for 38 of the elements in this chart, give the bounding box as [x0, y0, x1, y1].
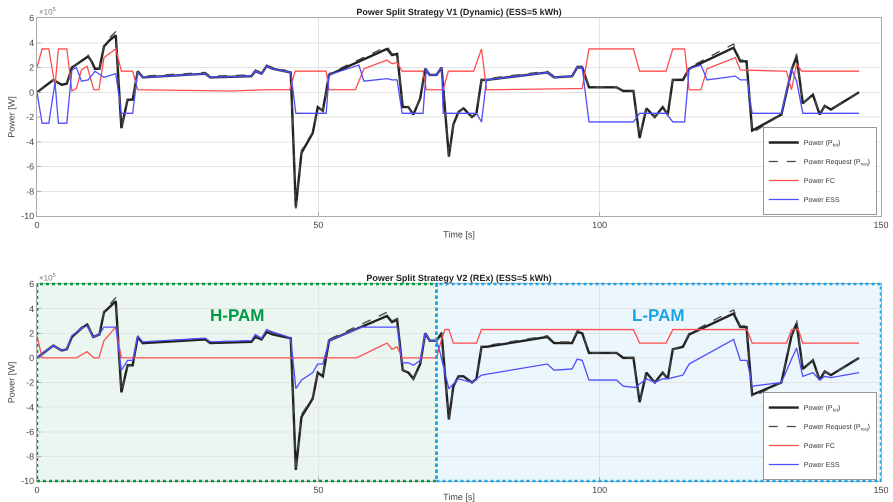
y-tick-label: -10 [21, 211, 34, 222]
y-tick-label: 6 [29, 279, 34, 290]
y-tick-label: 4 [29, 304, 34, 314]
y-tick-label: 0 [29, 353, 34, 364]
x-tick-label: 100 [592, 220, 608, 230]
x-tick-label: 100 [592, 484, 608, 495]
y-tick-label: -8 [26, 452, 34, 462]
y-tick-label: -6 [26, 426, 34, 437]
y-tick-label: 2 [29, 62, 34, 73]
chart-title: Power Split Strategy V2 (REx) (ESS=5 kWh) [366, 273, 552, 283]
y-tick-label: 6 [29, 13, 34, 24]
y-tick-label: 4 [29, 38, 34, 48]
y-tick-label: 2 [29, 328, 34, 338]
y-axis-title: Power [W] [6, 362, 17, 404]
y-tick-label: -10 [21, 476, 34, 486]
text: ×10$^{5}$ [39, 7, 56, 16]
line-series [37, 326, 860, 359]
line-series [37, 64, 860, 124]
x-tick-label: 150 [873, 220, 889, 230]
band-label: H-PAM [210, 306, 264, 325]
y-tick-label: -8 [26, 186, 34, 196]
y-tick-label: -2 [26, 378, 34, 388]
y-tick-label: -4 [26, 402, 34, 412]
x-axis-title: Time [s] [443, 230, 475, 240]
x-tick-label: 150 [873, 484, 889, 495]
y-axis-title: Power [W] [6, 96, 17, 138]
x-tick-label: 50 [313, 484, 324, 495]
line-series [37, 325, 860, 390]
y-tick-label: -2 [26, 112, 34, 122]
x-tick-label: 50 [313, 220, 324, 230]
x-axis-title: Time [s] [443, 492, 475, 502]
chart-title: Power Split Strategy V1 (Dynamic) (ESS=5 kWh) [356, 7, 562, 17]
line-series [37, 48, 860, 92]
y-tick-label: -6 [26, 162, 34, 172]
y-tick-label: -4 [26, 136, 34, 147]
band-label: L-PAM [632, 306, 685, 325]
text: ×10$^{5}$ [39, 273, 56, 282]
y-tick-label: 0 [29, 87, 34, 98]
